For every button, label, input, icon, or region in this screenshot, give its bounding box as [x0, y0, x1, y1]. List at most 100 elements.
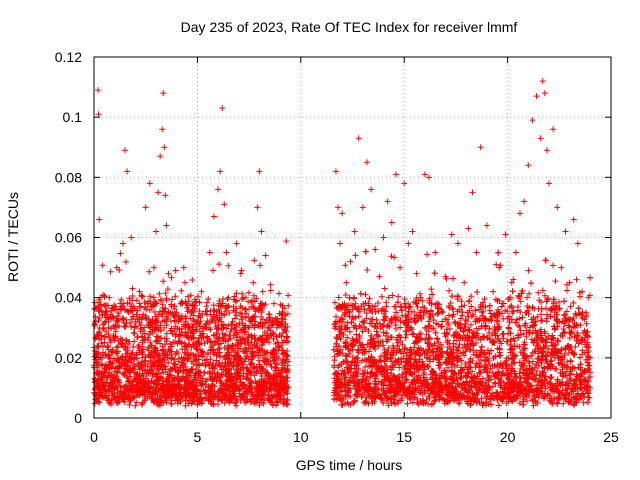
data-point [160, 278, 167, 285]
data-point [220, 390, 227, 397]
data-point [99, 325, 106, 332]
data-point [147, 339, 154, 346]
data-point [151, 308, 158, 315]
data-point [228, 326, 235, 333]
data-point [141, 368, 148, 375]
data-point [172, 351, 179, 358]
data-point [220, 324, 227, 331]
data-point [156, 290, 163, 297]
data-point [217, 340, 224, 347]
data-point [267, 281, 274, 288]
data-point [233, 312, 240, 319]
data-point [101, 333, 108, 340]
data-point [201, 394, 208, 401]
data-point [162, 290, 169, 297]
data-point [132, 402, 139, 409]
data-point [163, 330, 170, 337]
data-point [410, 330, 417, 337]
data-point [102, 318, 109, 325]
data-point [156, 402, 163, 409]
data-point [168, 401, 175, 408]
data-point [230, 363, 237, 370]
data-point [126, 401, 133, 408]
data-point [215, 335, 222, 342]
data-point [248, 398, 255, 405]
data-point [283, 356, 290, 363]
data-point [273, 360, 280, 367]
data-point [157, 322, 164, 329]
data-point [251, 298, 258, 305]
data-point [207, 311, 214, 318]
data-point [461, 302, 468, 309]
data-point [276, 344, 283, 351]
data-point [234, 342, 241, 349]
data-point [223, 308, 230, 315]
data-point [547, 374, 554, 381]
data-point [192, 357, 199, 364]
data-point [130, 343, 137, 350]
data-point [148, 383, 155, 390]
data-point [465, 326, 472, 333]
data-point [552, 278, 559, 285]
data-point [227, 328, 234, 335]
data-point [402, 334, 409, 341]
data-point [566, 335, 573, 342]
data-point [180, 264, 187, 271]
data-point [406, 303, 413, 310]
data-point [360, 399, 367, 406]
data-point [168, 327, 175, 334]
data-point [570, 299, 577, 306]
data-point [233, 382, 240, 389]
data-point [250, 304, 257, 311]
data-point [567, 303, 574, 310]
data-point [196, 299, 203, 306]
data-point [256, 346, 263, 353]
data-point [381, 285, 388, 292]
data-point [450, 275, 457, 282]
data-point [564, 287, 571, 294]
data-point [260, 400, 267, 407]
data-point [159, 343, 166, 350]
data-point [121, 324, 128, 331]
data-point [188, 381, 195, 388]
data-point [276, 396, 283, 403]
data-point [196, 307, 203, 314]
data-point [195, 361, 202, 368]
data-point [100, 302, 107, 309]
data-point [133, 311, 140, 318]
data-point [233, 334, 240, 341]
data-point [223, 325, 230, 332]
data-point [480, 333, 487, 340]
data-point [168, 355, 175, 362]
data-point [278, 333, 285, 340]
data-point [114, 369, 121, 376]
data-point [122, 353, 129, 360]
data-point [177, 315, 184, 322]
data-point [394, 400, 401, 407]
data-point [118, 296, 125, 303]
data-point [203, 321, 210, 328]
data-point [189, 276, 196, 283]
data-point [210, 302, 217, 309]
data-point [393, 325, 400, 332]
data-point [91, 321, 98, 328]
data-point [553, 366, 560, 373]
data-point [251, 324, 258, 331]
data-point [215, 346, 222, 353]
data-point [258, 370, 265, 377]
data-point [134, 334, 141, 341]
data-point [129, 313, 136, 320]
data-point [255, 357, 262, 364]
data-point [150, 294, 157, 301]
data-point [284, 310, 291, 317]
data-point [141, 299, 148, 306]
data-point [283, 374, 290, 381]
data-point [238, 295, 245, 302]
data-point [391, 254, 398, 261]
data-point [106, 294, 113, 301]
data-point [126, 295, 133, 302]
data-point [456, 341, 463, 348]
data-point [283, 238, 290, 245]
data-point [139, 354, 146, 361]
data-point [195, 293, 202, 300]
